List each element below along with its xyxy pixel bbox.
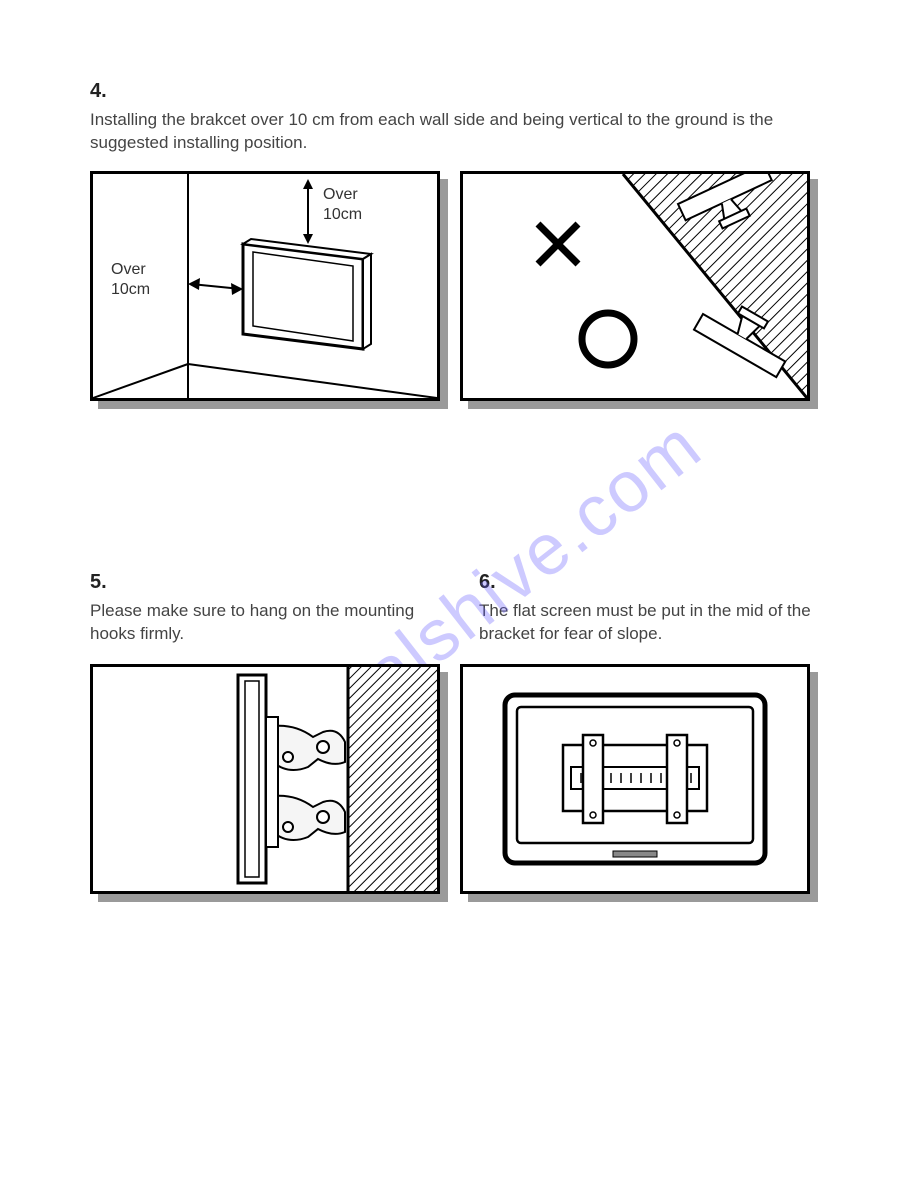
step-5-number: 5. xyxy=(90,571,439,594)
step-6-number: 6. xyxy=(479,571,828,594)
step-6-text: The flat screen must be put in the mid o… xyxy=(479,600,828,646)
step-4-text: Installing the brakcet over 10 cm from e… xyxy=(90,109,828,155)
panel-4-left: Over 10cm Over 10cm xyxy=(90,171,440,401)
x-mark-icon xyxy=(538,224,578,264)
panel-6 xyxy=(460,664,810,894)
label-over-left2: 10cm xyxy=(111,281,150,298)
step-5-text: Please make sure to hang on the mounting… xyxy=(90,600,439,646)
label-over-top: Over xyxy=(323,186,358,203)
circle-mark-icon xyxy=(582,313,634,365)
panel-4-right xyxy=(460,171,810,401)
label-over-left: Over xyxy=(111,261,146,278)
panel-5 xyxy=(90,664,440,894)
step-4-number: 4. xyxy=(90,80,828,103)
label-over-top2: 10cm xyxy=(323,206,362,223)
